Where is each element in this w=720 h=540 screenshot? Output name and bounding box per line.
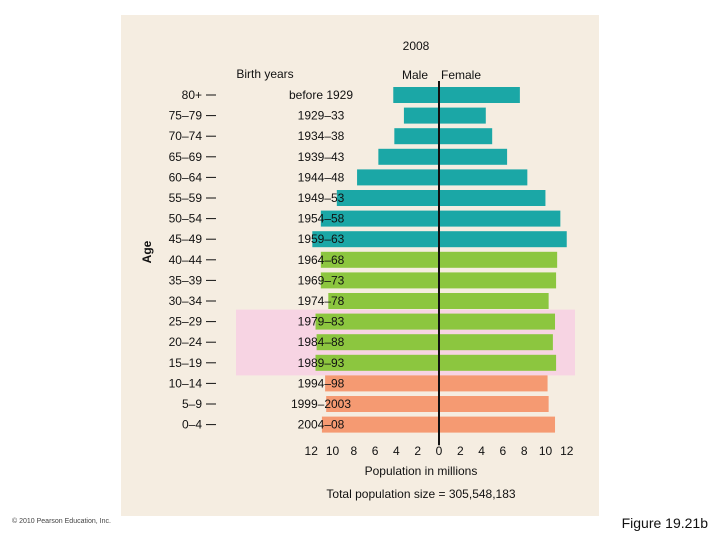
- birth-years-label: 1939–43: [298, 150, 345, 164]
- birth-years-label: before 1929: [289, 88, 353, 102]
- x-tick-label: 6: [372, 444, 379, 458]
- bar-male-30–34: [328, 293, 438, 309]
- bar-female-10–14: [440, 375, 548, 392]
- copyright-notice: © 2010 Pearson Education, Inc.: [12, 518, 111, 525]
- age-label: 10–14: [169, 376, 203, 390]
- birth-years-label: 1954–58: [298, 212, 345, 226]
- bar-female-40–44: [440, 251, 558, 268]
- age-label: 60–64: [169, 170, 203, 184]
- x-tick-label: 12: [560, 444, 574, 458]
- total-population-label: Total population size = 305,548,183: [326, 487, 515, 501]
- bar-male-50–54: [320, 210, 438, 227]
- bar-female-5–9: [440, 396, 549, 412]
- bar-female-60–64: [440, 169, 528, 186]
- bar-male-65–69: [378, 148, 438, 165]
- bar-male-45–49: [312, 231, 438, 248]
- bar-male-25–29: [315, 313, 438, 330]
- bar-male-80+: [393, 87, 438, 103]
- age-label: 0–4: [182, 418, 202, 432]
- birth-years-label: 1974–78: [298, 294, 345, 308]
- bar-female-20–24: [440, 334, 553, 351]
- bar-female-15–19: [440, 354, 557, 371]
- x-tick-label: 2: [457, 444, 464, 458]
- age-label: 25–29: [169, 315, 203, 329]
- birth-years-label: 1999–2003: [291, 397, 351, 411]
- x-axis-label: Population in millions: [365, 464, 478, 478]
- y-axis-label: Age: [140, 240, 154, 263]
- bar-female-75–79: [440, 107, 486, 124]
- bar-male-5–9: [326, 396, 438, 412]
- age-label: 70–74: [169, 129, 203, 143]
- x-tick-label: 8: [350, 444, 357, 458]
- bar-female-45–49: [440, 231, 567, 248]
- bar-female-25–29: [440, 313, 556, 330]
- birth-years-label: 1989–93: [298, 356, 345, 370]
- age-label: 30–34: [169, 294, 203, 308]
- age-label: 20–24: [169, 335, 203, 349]
- birth-years-label: 2004–08: [298, 418, 345, 432]
- age-label: 35–39: [169, 273, 203, 287]
- x-tick-label: 10: [326, 444, 340, 458]
- x-tick-label: 6: [500, 444, 507, 458]
- age-label: 50–54: [169, 212, 203, 226]
- age-label: 55–59: [169, 191, 203, 205]
- bar-female-50–54: [440, 210, 561, 227]
- birth-years-label: 1994–98: [298, 376, 345, 390]
- x-tick-label: 8: [521, 444, 528, 458]
- birth-years-label: 1944–48: [298, 170, 345, 184]
- x-tick-label: 4: [478, 444, 485, 458]
- bar-male-15–19: [315, 354, 438, 371]
- age-label: 15–19: [169, 356, 203, 370]
- birth-years-header: Birth years: [236, 67, 293, 81]
- chart-title: 2008: [403, 39, 430, 53]
- population-pyramid-chart: 2008 Birth years Male Female Age 80+ befo…: [140, 39, 575, 501]
- birth-years-label: 1979–83: [298, 315, 345, 329]
- bar-female-30–34: [440, 293, 549, 309]
- bar-female-35–39: [440, 272, 557, 289]
- chart-panel: 2008 Birth years Male Female Age 80+ befo…: [121, 15, 599, 516]
- birth-years-label: 1959–63: [298, 232, 345, 246]
- bar-female-0–4: [440, 416, 556, 433]
- bar-female-80+: [440, 87, 520, 103]
- figure-label: Figure 19.21b: [621, 515, 708, 531]
- age-label: 65–69: [169, 150, 203, 164]
- bar-male-0–4: [321, 416, 438, 433]
- legend-female: Female: [441, 68, 481, 82]
- age-label: 45–49: [169, 232, 203, 246]
- birth-years-label: 1964–68: [298, 253, 345, 267]
- age-label: 5–9: [182, 397, 202, 411]
- x-tick-label: 4: [393, 444, 400, 458]
- x-tick-label: 10: [539, 444, 553, 458]
- bar-female-65–69: [440, 148, 508, 165]
- age-label: 40–44: [169, 253, 203, 267]
- bar-female-55–59: [440, 190, 546, 206]
- legend-male: Male: [402, 68, 428, 82]
- bar-male-20–24: [316, 334, 438, 351]
- bar-male-60–64: [357, 169, 438, 186]
- x-tick-label: 12: [305, 444, 319, 458]
- bar-male-75–79: [403, 107, 438, 124]
- birth-years-label: 1929–33: [298, 109, 345, 123]
- bar-female-70–74: [440, 128, 493, 145]
- birth-years-label: 1949–53: [298, 191, 345, 205]
- birth-years-label: 1984–88: [298, 335, 345, 349]
- age-label: 80+: [182, 88, 202, 102]
- bar-male-10–14: [325, 375, 438, 392]
- bar-male-40–44: [320, 251, 438, 268]
- x-tick-label: 2: [414, 444, 421, 458]
- bar-male-55–59: [336, 190, 438, 206]
- x-tick-label: 0: [436, 444, 443, 458]
- birth-years-label: 1969–73: [298, 273, 345, 287]
- age-label: 75–79: [169, 109, 203, 123]
- birth-years-label: 1934–38: [298, 129, 345, 143]
- bar-male-70–74: [394, 128, 438, 145]
- bar-male-35–39: [320, 272, 438, 289]
